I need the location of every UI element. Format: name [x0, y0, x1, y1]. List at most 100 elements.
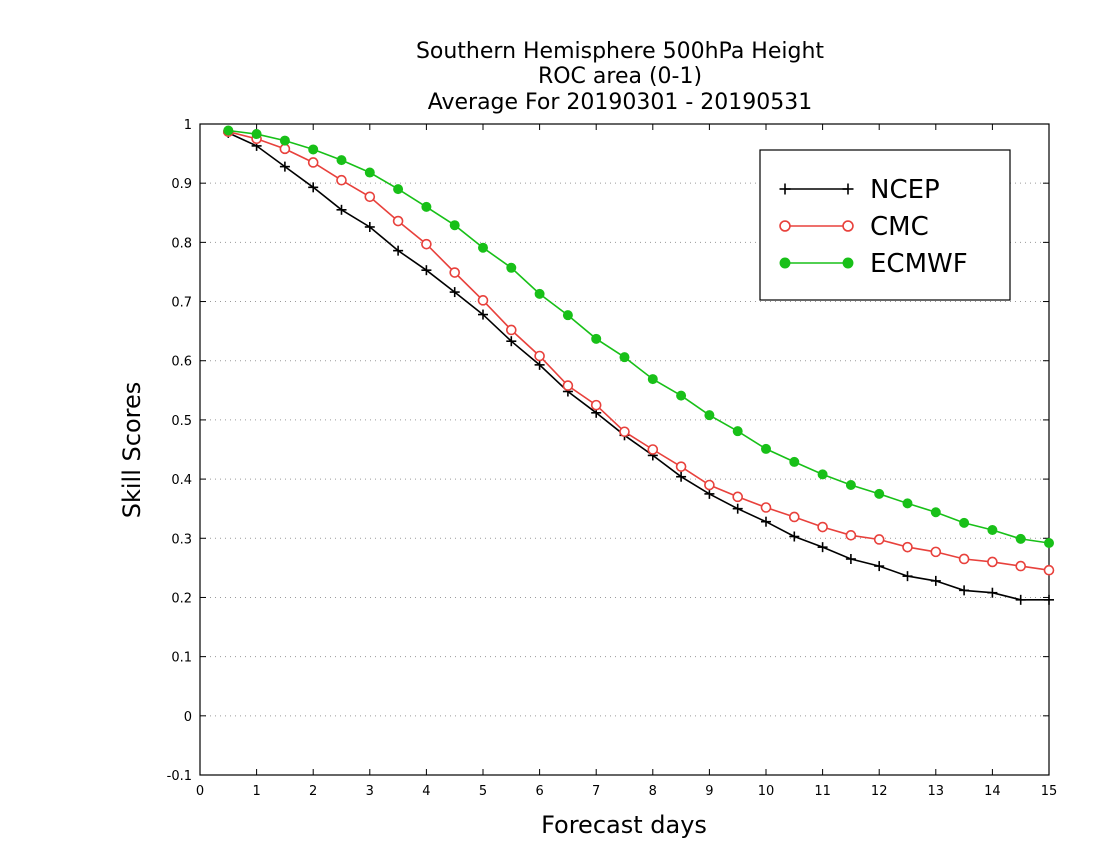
y-tick-label: 0.2 [171, 591, 192, 606]
plot-frame [199, 123, 1050, 776]
legend-item-ecmwf: ECMWF [779, 249, 968, 279]
data-point-marker [675, 461, 687, 472]
x-tick-label: 9 [705, 784, 713, 799]
y-tick-label: 0.9 [171, 177, 192, 192]
data-point-marker [930, 546, 942, 558]
y-tick-label: 0.1 [171, 651, 192, 666]
x-tick-label: 7 [592, 784, 600, 799]
data-point-marker [874, 488, 885, 499]
data-point-marker [562, 380, 574, 391]
data-point-marker [619, 426, 630, 438]
data-point-marker [279, 135, 290, 146]
y-tick-label: 0.4 [171, 473, 192, 488]
data-series [223, 125, 1055, 605]
data-point-marker [506, 262, 517, 273]
data-point-marker [959, 517, 970, 528]
x-tick-label: 1 [252, 784, 260, 799]
series-ncep [223, 127, 1054, 605]
data-point-marker [1044, 538, 1054, 549]
data-point-marker [478, 242, 488, 253]
legend-item-ncep: NCEP [779, 175, 940, 205]
data-point-marker [336, 174, 347, 186]
data-point-marker [449, 220, 460, 231]
legend-label: CMC [870, 212, 929, 242]
data-point-marker [789, 456, 800, 467]
x-tick-label: 6 [535, 784, 543, 799]
data-point-marker [619, 352, 630, 363]
data-point-marker [732, 491, 744, 503]
x-axis-label: Forecast days [541, 811, 707, 839]
plot-border [199, 123, 1050, 776]
data-point-marker [647, 444, 659, 455]
data-point-marker [788, 511, 800, 523]
data-point-marker [958, 553, 970, 565]
data-point-marker [732, 426, 743, 437]
axis-ticks: -0.100.10.20.30.40.50.60.70.80.910 1 2 3 4 5 6… [167, 118, 1058, 799]
y-tick-label: 1 [184, 118, 192, 133]
data-point-marker [842, 220, 854, 232]
data-point-marker [591, 333, 602, 344]
data-point-marker [845, 530, 857, 541]
data-point-marker [477, 295, 489, 306]
data-point-marker [364, 191, 376, 203]
chart-title-line-3: Average For 20190301 - 20190531 [428, 90, 813, 115]
x-tick-label: 2 [309, 784, 317, 799]
x-tick-label: 15 [1041, 784, 1058, 799]
chart-title-line-2: ROC area (0-1) [538, 64, 702, 89]
data-point-marker [364, 167, 375, 178]
data-point-marker [704, 410, 715, 421]
data-point-marker [817, 521, 828, 533]
data-point-marker [987, 556, 998, 568]
legend-label: NCEP [870, 175, 940, 205]
legend-box [759, 149, 1011, 301]
data-point-marker [393, 184, 404, 195]
x-tick-label: 11 [814, 784, 831, 799]
data-point-marker [449, 267, 461, 278]
y-tick-label: 0.8 [171, 236, 192, 251]
legend-item-cmc: CMC [779, 212, 929, 242]
data-point-marker [761, 443, 771, 454]
y-tick-label: -0.1 [167, 769, 192, 784]
x-tick-label: 13 [928, 784, 945, 799]
legend-label: ECMWF [870, 249, 968, 279]
y-tick-label: 0.3 [171, 532, 192, 547]
data-point-marker [817, 469, 828, 480]
data-point-marker [779, 257, 791, 269]
series-ecmwf [223, 125, 1054, 549]
data-point-marker [251, 129, 262, 140]
x-tick-label: 4 [422, 784, 430, 799]
data-point-marker [336, 155, 347, 166]
x-tick-label: 0 [196, 784, 204, 799]
data-point-marker [704, 479, 715, 491]
data-point-marker [760, 502, 772, 513]
data-point-marker [1015, 533, 1026, 544]
x-tick-label: 8 [649, 784, 657, 799]
y-tick-label: 0 [184, 710, 192, 725]
x-tick-label: 5 [479, 784, 487, 799]
data-point-marker [930, 507, 941, 518]
y-tick-label: 0.7 [171, 296, 192, 311]
y-tick-label: 0.6 [171, 355, 192, 370]
data-point-marker [505, 324, 517, 336]
data-point-marker [779, 220, 791, 232]
data-point-marker [223, 125, 234, 136]
chart-title: Southern Hemisphere 500hPa Height ROC ar… [416, 39, 824, 115]
data-point-marker [873, 534, 885, 545]
x-tick-label: 3 [366, 784, 374, 799]
data-point-marker [562, 310, 573, 321]
x-tick-label: 12 [871, 784, 888, 799]
data-point-marker [676, 390, 687, 401]
data-point-marker [902, 541, 913, 553]
data-point-marker [308, 144, 319, 155]
data-point-marker [590, 399, 602, 411]
data-point-marker [421, 201, 432, 212]
data-point-marker [392, 215, 404, 227]
data-point-marker [421, 238, 432, 250]
data-point-marker [534, 350, 545, 362]
data-point-marker [902, 498, 913, 509]
y-axis-label: Skill Scores [118, 382, 146, 519]
data-point-marker [534, 288, 545, 299]
y-tick-label: 0.5 [171, 414, 192, 429]
data-point-marker [307, 157, 319, 168]
